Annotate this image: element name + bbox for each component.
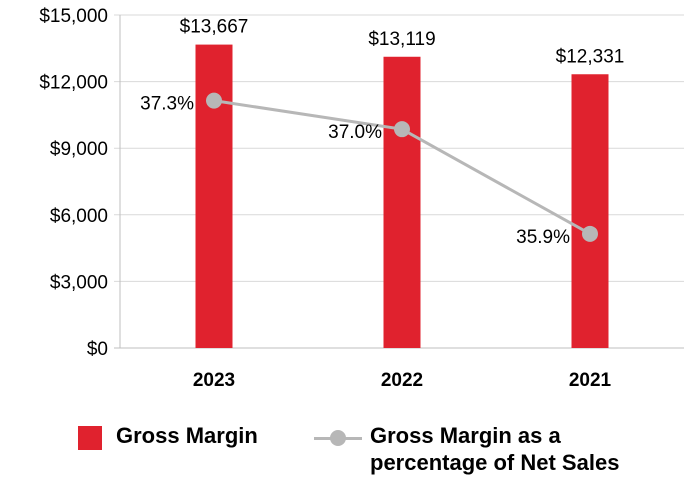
- legend: Gross Margin Gross Margin as a percentag…: [0, 418, 700, 498]
- y-tick-label: $12,000: [39, 73, 108, 94]
- percentage-point: [582, 225, 598, 242]
- x-tick-label: 2023: [193, 370, 235, 391]
- percentage-label: 37.0%: [328, 122, 382, 143]
- y-tick-label: $15,000: [39, 6, 108, 27]
- bar: [195, 44, 233, 349]
- legend-bar-swatch: [78, 426, 102, 450]
- percentage-point: [206, 92, 222, 109]
- percentage-label: 35.9%: [516, 227, 570, 248]
- legend-line-swatch: [314, 426, 362, 450]
- y-tick-label: $0: [87, 339, 108, 360]
- legend-item-gross-margin-pct: Gross Margin as a percentage of Net Sale…: [314, 422, 619, 476]
- bar-value-label: $13,119: [368, 29, 435, 50]
- percentage-point: [394, 121, 410, 138]
- gross-margin-chart: $0 $3,000 $6,000 $9,000 $12,000 $15,000 $13,66…: [39, 6, 684, 391]
- percentage-label: 37.3%: [140, 94, 194, 115]
- legend-item-gross-margin: Gross Margin: [78, 422, 258, 450]
- y-tick-label: $6,000: [50, 206, 108, 227]
- bar-value-label: $13,667: [180, 17, 249, 38]
- y-tick-label: $3,000: [50, 272, 108, 293]
- legend-line-label-line1: Gross Margin as a: [370, 423, 561, 448]
- bar: [571, 74, 609, 348]
- bar: [383, 56, 421, 348]
- bar-value-label: $12,331: [556, 46, 625, 67]
- y-tick-label: $9,000: [50, 139, 108, 160]
- legend-line-label-line2: percentage of Net Sales: [370, 450, 620, 475]
- x-tick-label: 2021: [569, 370, 612, 391]
- legend-bar-label: Gross Margin: [116, 423, 258, 448]
- x-tick-label: 2022: [381, 370, 423, 391]
